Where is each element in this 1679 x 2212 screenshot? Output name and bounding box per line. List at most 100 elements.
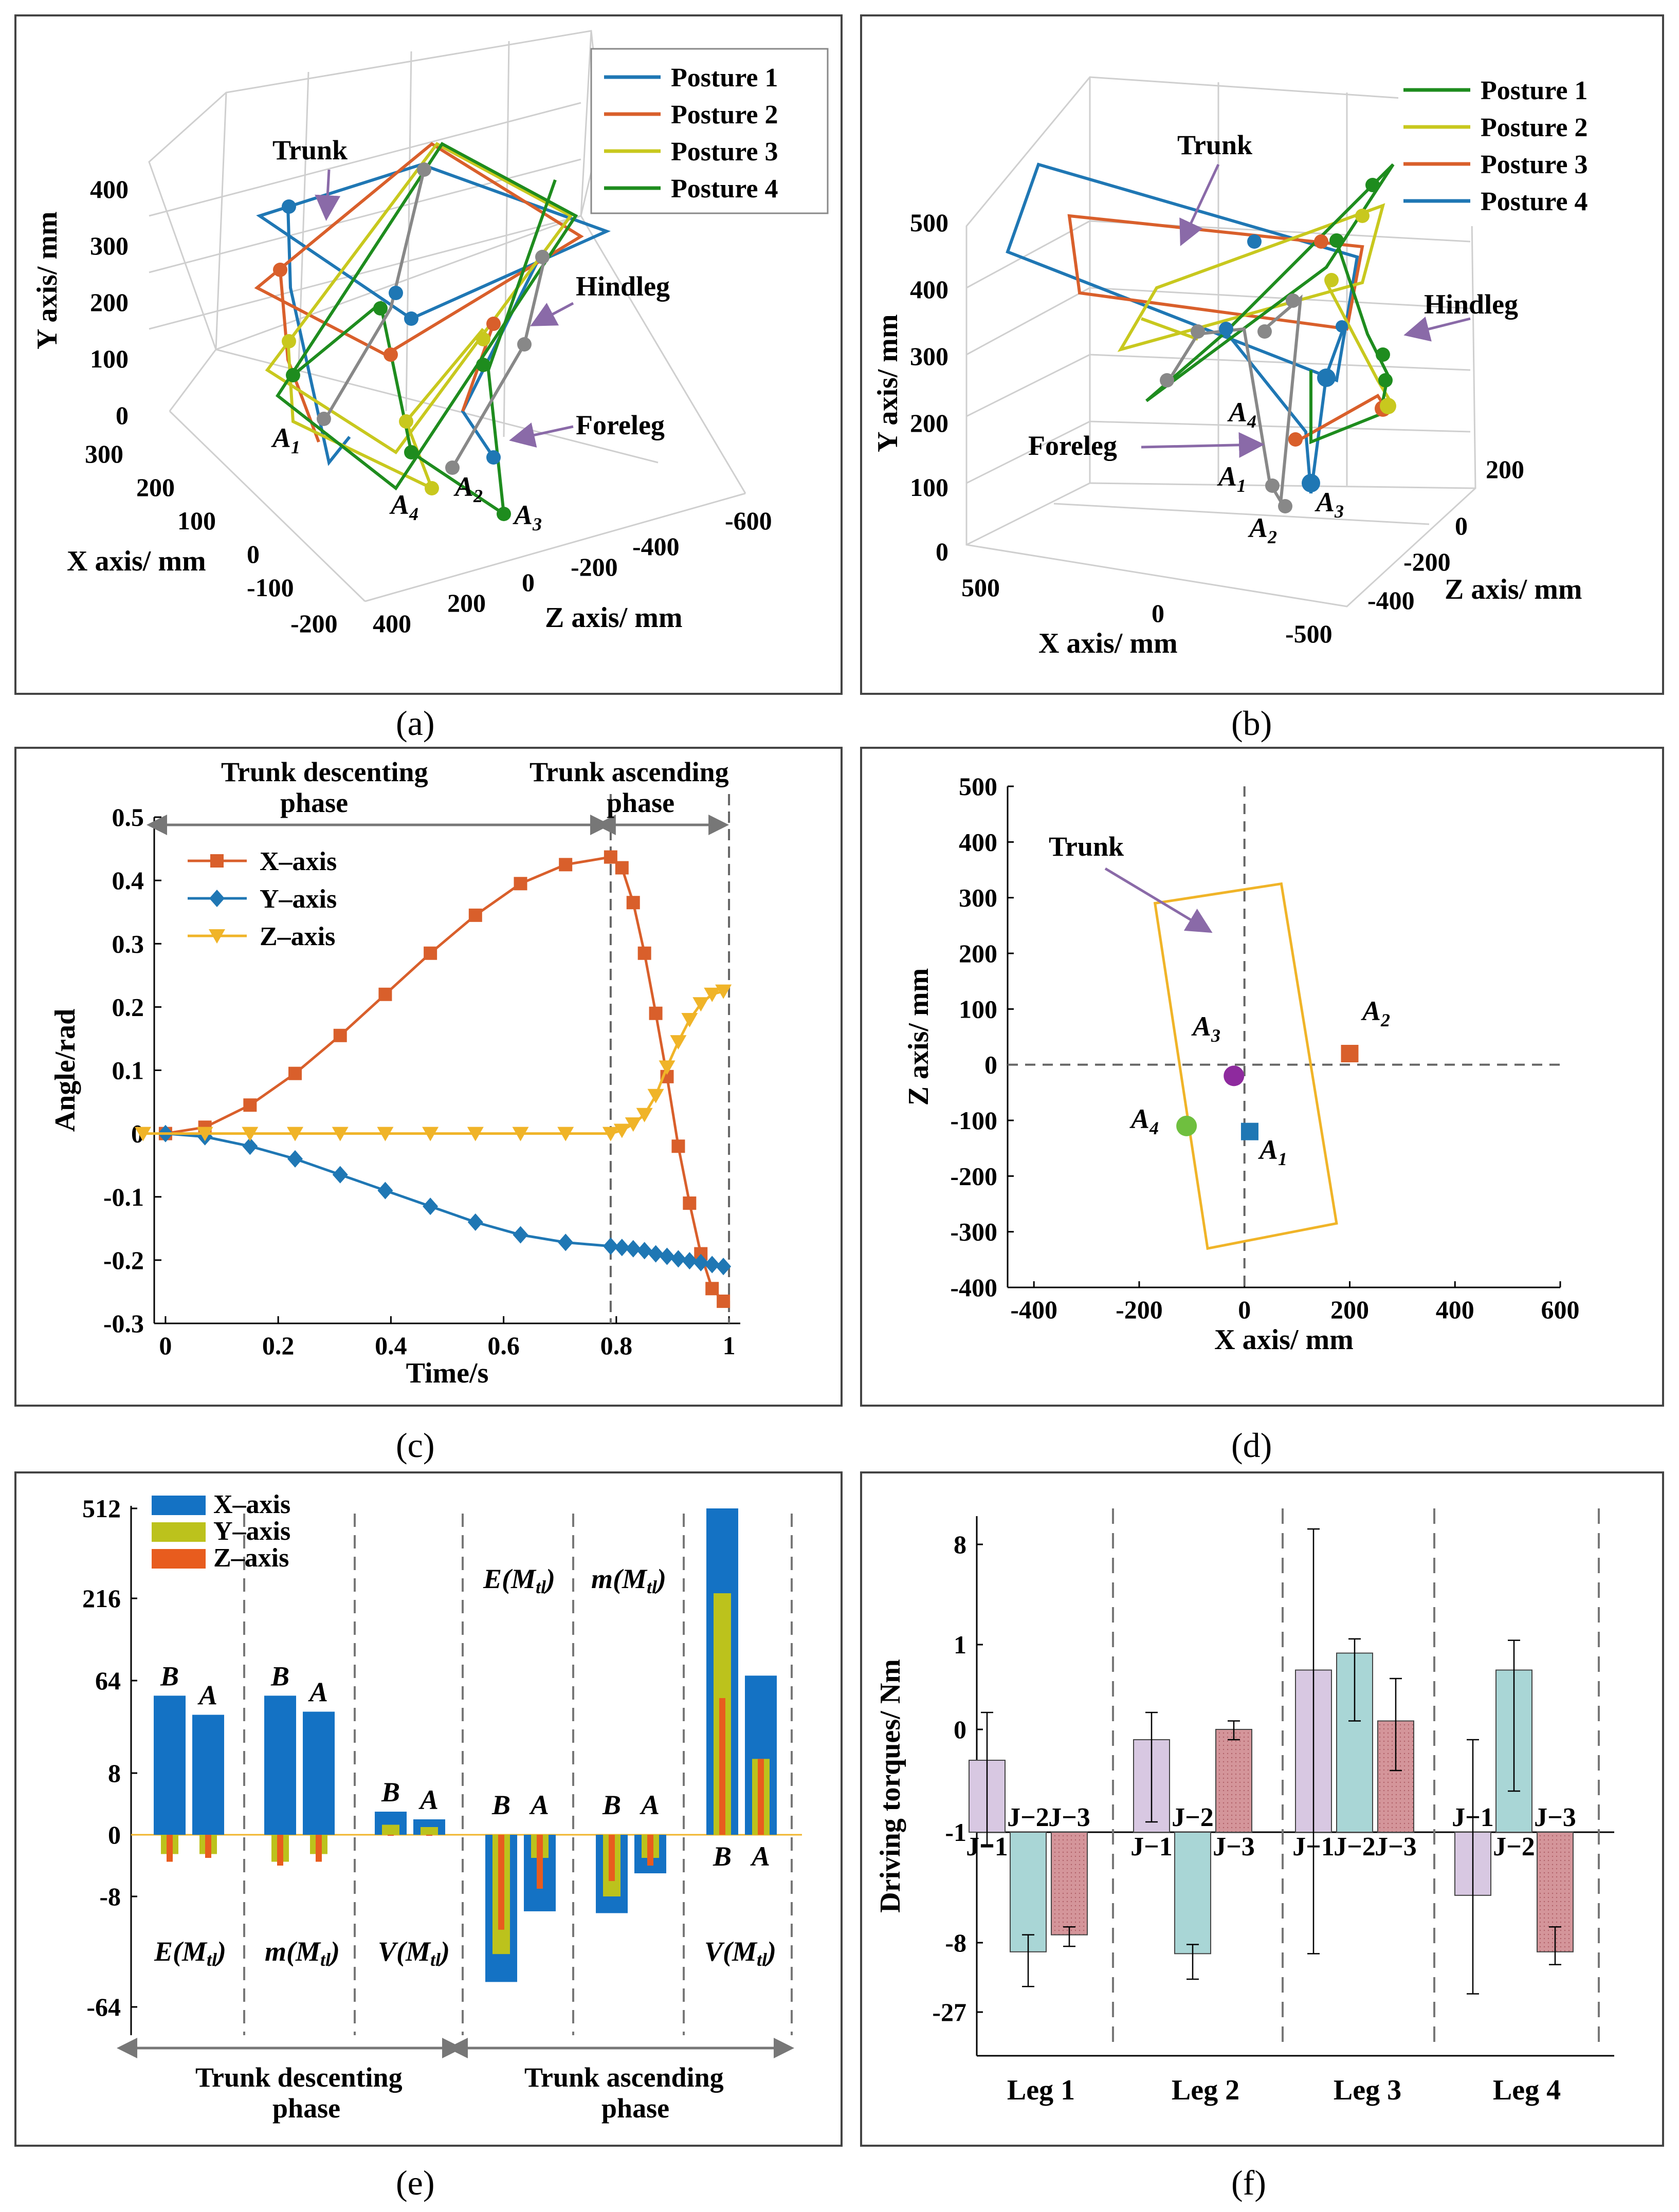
panel-c-point — [603, 1237, 618, 1255]
panel-e-legend-swatch — [152, 1496, 206, 1515]
panel-c-ytick-label: -0.3 — [103, 1309, 144, 1338]
panel-a-xtick: 200 — [136, 473, 175, 502]
panel-c-point — [693, 1254, 709, 1271]
panel-b-y-ticks: 500 400 300 200 100 0 — [910, 208, 948, 566]
panel-f-caption: (f) — [1231, 2163, 1266, 2202]
panel-a-ztick: 200 — [447, 588, 486, 617]
panel-e-legend-swatch — [152, 1549, 206, 1569]
panel-c-x-label: Time/s — [406, 1357, 489, 1389]
panel-f-ytick-label: 8 — [954, 1530, 966, 1559]
panel-c-xtick-label: 0.6 — [487, 1331, 520, 1360]
panel-a-ytick: 300 — [90, 231, 129, 260]
panel-c-point — [559, 858, 573, 872]
panel-c-point — [558, 1233, 574, 1251]
panel-d-ytick-label: 0 — [984, 1050, 997, 1079]
panel-d-ytick-label: -300 — [950, 1218, 997, 1246]
panel-d-points: A3 A2 A4 A1 — [1129, 996, 1390, 1169]
panel-b-ztick: 0 — [1455, 511, 1468, 540]
panel-a-caption: (a) — [396, 704, 434, 743]
panel-e-legend-swatch — [152, 1522, 206, 1542]
panel-c-ytick-label: 0.4 — [112, 866, 144, 895]
panel-b-point-label: A4 — [1227, 397, 1256, 432]
panel-e-ytick-label: -8 — [99, 1882, 121, 1911]
panel-a-y-label: Y axis/ mm — [31, 211, 63, 349]
panel-f-ytick-label: 1 — [954, 1630, 966, 1659]
panel-a-points: A1 A2 A3 A4 — [271, 422, 542, 534]
panel-a-point-label: A1 — [271, 422, 300, 457]
panel-e-phase-desc-2: phase — [272, 2093, 340, 2124]
panel-c-point — [288, 1066, 302, 1080]
panel-e-bar-z — [205, 1835, 211, 1858]
panel-d-point — [1176, 1115, 1197, 1136]
panel-b-legend-posture-2: Posture 2 — [1481, 113, 1587, 142]
panel-e-ytick-label: 64 — [95, 1666, 121, 1695]
panel-e-bar-z — [758, 1759, 764, 1835]
panel-d-ytick-label: 200 — [959, 939, 997, 968]
panel-c-phase-asc-2: phase — [607, 787, 674, 818]
panel-a-trunk-label: Trunk — [272, 135, 348, 165]
panel-b-y-label: Y axis/ mm — [872, 314, 904, 452]
panel-e-bar-letter: B — [602, 1790, 621, 1820]
panel-d-ytick-label: 300 — [959, 883, 997, 912]
panel-c-xtick-label: 0.4 — [375, 1331, 407, 1360]
panel-f-ytick-label: 0 — [954, 1715, 966, 1744]
panel-f-joint-label: J−2 — [1493, 1832, 1535, 1861]
panel-e-legend-label: X–axis — [213, 1490, 290, 1519]
panel-f-bar — [1174, 1832, 1211, 1955]
panel-a-x-ticks: 300 200 100 0 -100 -200 — [85, 439, 338, 638]
panel-e-frame — [14, 1471, 843, 2147]
panel-f-category-label: Leg 1 — [1007, 2074, 1075, 2106]
panel-c-point — [423, 1197, 439, 1215]
panel-e-bar-x — [303, 1711, 335, 1835]
panel-b-posture-2 — [1117, 203, 1395, 407]
panel-a-point-label: A2 — [453, 471, 483, 506]
panel-a-point-label: A4 — [389, 489, 418, 524]
panel-b-caption: (b) — [1231, 704, 1272, 743]
panel-c-point — [196, 1127, 213, 1141]
panel-c-point — [625, 1117, 642, 1132]
panel-e-bar-z — [719, 1698, 725, 1835]
panel-e-bar-z — [647, 1835, 653, 1866]
panel-d-x-label: X axis/ mm — [1214, 1324, 1354, 1356]
panel-d-ytick-label: 500 — [959, 772, 997, 801]
panel-e-group-label: m(Mtl) — [591, 1563, 666, 1597]
panel-a-posture-4 — [275, 142, 578, 515]
panel-a-foreleg-arrow — [509, 422, 574, 448]
panel-b-xtick: 500 — [961, 573, 1000, 602]
panel-c-ytick-label: -0.2 — [103, 1246, 144, 1275]
panel-c: -0.3-0.2-0.100.10.20.30.40.50 0.2 0.4 0.6 0.… — [14, 747, 843, 1465]
panel-c-point — [287, 1127, 304, 1141]
panel-b: Posture 1 Posture 2 Posture 3 Posture 4 … — [860, 14, 1664, 743]
panel-c-point — [659, 1247, 675, 1265]
panel-a-ztick: -400 — [632, 532, 680, 561]
panel-c-point — [670, 1035, 687, 1050]
panel-d-trunk-arrow — [1104, 867, 1213, 933]
panel-c-point — [422, 1127, 439, 1141]
panel-a-legend-posture-4: Posture 4 — [671, 174, 778, 204]
panel-b-xtick: 0 — [1152, 599, 1164, 628]
panel-c-point — [636, 1108, 653, 1122]
panel-b-joints — [1160, 178, 1396, 513]
panel-c-xtick-label: 0.8 — [600, 1331, 633, 1360]
panel-a-trunk-arrow — [315, 169, 341, 221]
panel-a-box — [148, 30, 746, 602]
panel-d-ytick-label: 100 — [959, 994, 997, 1023]
panel-b-point-label: A2 — [1248, 512, 1277, 547]
panel-e-bar-z — [498, 1835, 504, 1930]
panel-c-point — [626, 896, 640, 910]
panel-c-xtick-label: 0.2 — [262, 1331, 295, 1360]
panel-a-legend: Posture 1 Posture 2 Posture 3 Posture 4 — [590, 48, 829, 214]
panel-e-bar-letter: A — [418, 1784, 439, 1815]
panel-d-ytick-label: -200 — [950, 1162, 997, 1190]
panel-f-joint-label: J−3 — [1048, 1803, 1090, 1832]
panel-d-ytick-label: -400 — [950, 1273, 997, 1302]
panel-e-bar-x — [192, 1715, 224, 1835]
panel-a-ztick: 0 — [522, 568, 535, 597]
panel-c-frame — [14, 747, 843, 1407]
panel-c-point — [613, 1123, 630, 1138]
panel-b-z-ticks: 200 0 -200 -400 — [1367, 455, 1524, 615]
panel-a-point-label: A3 — [513, 500, 542, 534]
panel-f-joint-label: J−3 — [1375, 1832, 1417, 1861]
